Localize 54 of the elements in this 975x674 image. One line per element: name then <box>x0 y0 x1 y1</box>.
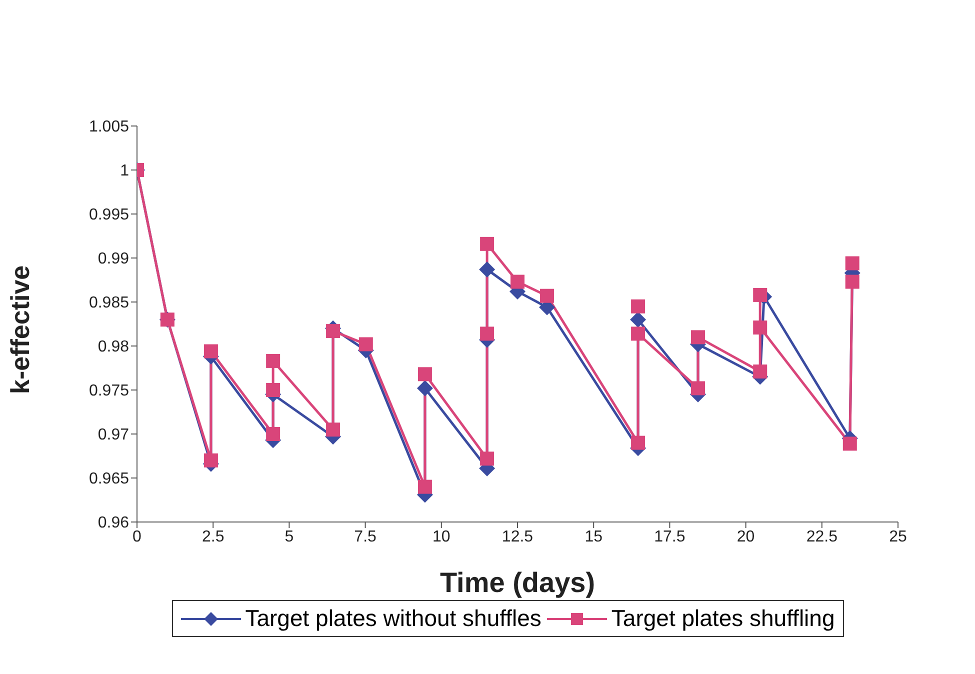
point <box>418 480 432 494</box>
point <box>416 380 433 396</box>
point <box>358 337 373 352</box>
point <box>479 261 496 278</box>
point <box>753 320 768 335</box>
point <box>631 326 646 341</box>
point <box>842 436 857 451</box>
x-axis-title: Time (days) <box>440 567 596 598</box>
y-tick-label: 1 <box>120 162 130 180</box>
y-axis-title: k-effective <box>5 265 36 394</box>
y-tick-label: 0.965 <box>88 470 130 488</box>
x-tick-label: 25 <box>889 528 907 546</box>
point <box>326 422 340 437</box>
point <box>418 367 432 382</box>
x-tick-label: 20 <box>736 528 755 546</box>
x-tick-label: 22.5 <box>806 528 838 546</box>
point <box>630 312 646 328</box>
point <box>204 453 218 468</box>
y-tick-label: 0.985 <box>88 294 130 312</box>
x-tick-label: 7.5 <box>354 528 377 546</box>
point <box>480 452 494 466</box>
x-tick-label: 10 <box>432 528 450 546</box>
point <box>266 354 280 368</box>
x-tick-label: 17.5 <box>654 528 686 546</box>
y-tick-label: 1.005 <box>88 118 130 136</box>
legend-label: Target plates without shuffles <box>245 605 542 632</box>
point <box>204 344 218 358</box>
x-tick-label: 0 <box>132 528 142 546</box>
point <box>266 427 280 441</box>
x-tick-label: 5 <box>284 528 294 546</box>
point <box>326 324 340 338</box>
y-tick-label: 0.96 <box>98 514 130 532</box>
point <box>691 330 706 344</box>
y-tick-label: 0.99 <box>98 250 130 268</box>
y-tick-label: 0.98 <box>98 338 130 356</box>
point <box>540 288 554 303</box>
point <box>480 236 494 251</box>
legend-label: Target plates shuffling <box>611 605 835 632</box>
point <box>691 381 706 396</box>
point <box>631 436 646 450</box>
point <box>510 274 524 289</box>
y-tick-label: 0.97 <box>98 426 130 444</box>
point <box>631 299 646 314</box>
point <box>266 383 280 397</box>
y-tick-label: 0.975 <box>88 382 130 400</box>
point <box>480 326 494 341</box>
x-tick-label: 2.5 <box>202 528 224 546</box>
x-tick-label: 12.5 <box>502 528 534 546</box>
y-tick-label: 0.995 <box>88 206 130 224</box>
x-tick-label: 15 <box>584 528 603 546</box>
point <box>753 364 768 379</box>
point <box>845 256 860 270</box>
point <box>845 274 860 289</box>
point <box>753 288 768 302</box>
